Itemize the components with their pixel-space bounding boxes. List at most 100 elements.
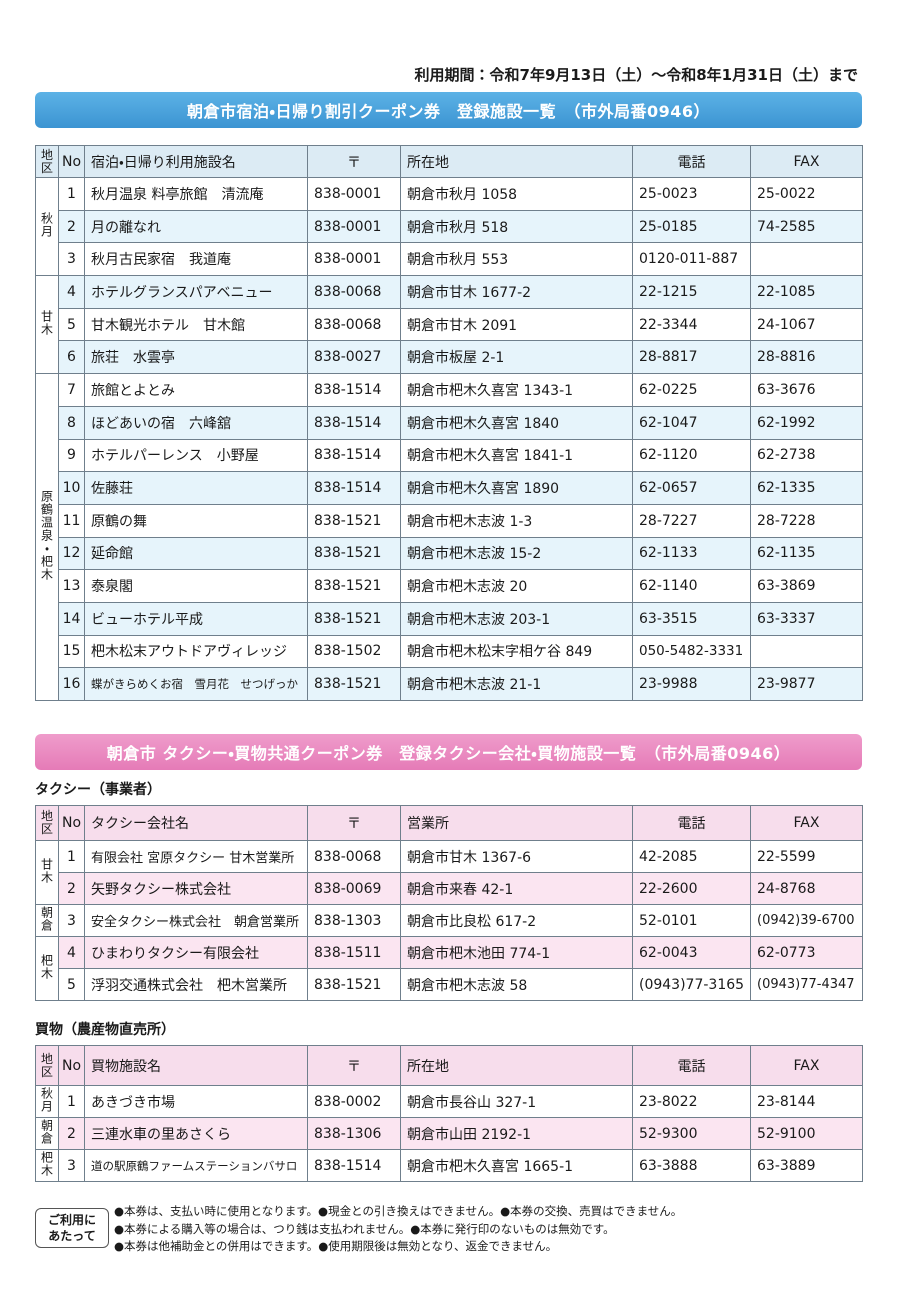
address-cell: 朝倉市来春 42-1 bbox=[400, 872, 633, 905]
header-row: 地区 No 宿泊・日帰り利用施設名〒所在地 電話 FAX bbox=[35, 145, 863, 178]
name-cell: 原鶴の舞 bbox=[84, 503, 308, 538]
tel-cell: 52-0101 bbox=[632, 904, 751, 937]
zip-cell: 838-0001 bbox=[307, 177, 401, 211]
fax-cell: 24-8768 bbox=[750, 872, 863, 905]
zip-cell: 838-1303 bbox=[307, 904, 401, 937]
address-cell: 朝倉市山田 2192-1 bbox=[400, 1117, 633, 1150]
address-cell: 朝倉市秋月 1058 bbox=[400, 177, 633, 211]
address-cell: 朝倉市杷木志波 203-1 bbox=[400, 601, 633, 636]
zip-cell: 838-1521 bbox=[307, 536, 401, 571]
fax-cell: 23-9877 bbox=[750, 667, 863, 701]
fax-cell: 25-0022 bbox=[750, 177, 863, 211]
no-cell: 11 bbox=[58, 503, 85, 538]
name-cell: 秋月古民家宿 我道庵 bbox=[84, 242, 308, 277]
name-cell: 甘木観光ホテル 甘木館 bbox=[84, 307, 308, 342]
fax-cell: 63-3676 bbox=[750, 373, 863, 407]
no-cell: 10 bbox=[58, 471, 85, 505]
district-label: 朝倉 bbox=[39, 906, 54, 932]
fax-cell: 62-0773 bbox=[750, 936, 863, 969]
district-label: 杷木 bbox=[39, 954, 54, 980]
header-cell: 買物施設名 bbox=[84, 1045, 308, 1086]
no-cell: 3 bbox=[58, 242, 85, 277]
header-cell: 所在地 bbox=[400, 1045, 633, 1086]
shopping-heading: 買物（農産物直売所） bbox=[35, 1022, 175, 1038]
address-cell: 朝倉市杷木久喜宮 1841-1 bbox=[400, 438, 633, 473]
no-cell: 2 bbox=[58, 872, 85, 905]
zip-cell: 838-1521 bbox=[307, 569, 401, 603]
no-cell: 6 bbox=[58, 340, 85, 375]
district-cell: 秋月 bbox=[35, 1085, 59, 1118]
data-row: 甘木 1 有限会社 宮原タクシー 甘木営業所 838-0068 朝倉市甘木 1367-6… bbox=[35, 840, 863, 905]
district-label: 原鶴温泉・杷木 bbox=[39, 490, 54, 582]
address-cell: 朝倉市杷木志波 1-3 bbox=[400, 503, 633, 538]
tel-cell: 28-7227 bbox=[632, 503, 751, 538]
data-row: 9 ホテルパーレンス 小野屋 838-1514 朝倉市杷木久喜宮 1841-1 62-1… bbox=[36, 438, 863, 473]
district-label: 秋月 bbox=[39, 1087, 54, 1113]
no-cell: 3 bbox=[58, 1149, 85, 1182]
fax-cell: 22-1085 bbox=[750, 275, 863, 309]
zip-cell: 838-0068 bbox=[307, 840, 401, 873]
name-cell: 矢野タクシー株式会社 bbox=[84, 872, 308, 905]
address-cell: 朝倉市杷木志波 20 bbox=[400, 569, 633, 603]
name-cell: 蝶がきらめくお宿 雪月花 せつげっか bbox=[84, 667, 308, 701]
data-row: 10 佐藤荘 838-1514 朝倉市杷木久喜宮 1890 62-0657 62-1335 bbox=[36, 471, 863, 505]
name-cell: あきづき市場 bbox=[84, 1085, 308, 1118]
district-label: 秋月 bbox=[39, 212, 54, 239]
district-cell: 秋月 bbox=[35, 176, 59, 277]
fax-cell: 62-1135 bbox=[750, 536, 863, 571]
no-cell: 16 bbox=[58, 667, 85, 701]
no-cell: 4 bbox=[58, 275, 85, 309]
address-cell: 朝倉市秋月 553 bbox=[400, 242, 633, 277]
fax-cell: 63-3869 bbox=[750, 569, 863, 603]
tel-cell: 62-0043 bbox=[632, 936, 751, 969]
district-cell: 甘木 bbox=[35, 840, 59, 905]
fax-cell: 62-1335 bbox=[750, 471, 863, 505]
lodging-table: 地区 No 宿泊・日帰り利用施設名〒所在地 電話 FAX 秋月 1 秋月温泉 料亭旅館 清流庵… bbox=[35, 145, 863, 701]
zip-cell: 838-1502 bbox=[307, 634, 401, 669]
header-cell: FAX bbox=[750, 805, 863, 841]
tel-cell: 25-0185 bbox=[632, 209, 751, 244]
district-cell: 朝倉 bbox=[35, 1117, 59, 1150]
tel-cell: 63-3515 bbox=[632, 601, 751, 636]
address-cell: 朝倉市板屋 2-1 bbox=[400, 340, 633, 375]
data-row: 杷木 3 道の駅原鶴ファームステーションバサロ 838-1514 朝倉市杷木久喜宮 16… bbox=[35, 1149, 863, 1182]
fax-cell: 28-7228 bbox=[750, 503, 863, 538]
fax-cell: (0943)77-4347 bbox=[750, 968, 863, 1001]
zip-cell: 838-0027 bbox=[307, 340, 401, 375]
header-cell: 営業所 bbox=[400, 805, 633, 841]
header-cell: 地区 bbox=[35, 1045, 59, 1086]
note-line: ●本券は、支払い時に使用となります。●現金との引き換えはできません。●本券の交換… bbox=[114, 1204, 683, 1218]
name-cell: 佐藤荘 bbox=[84, 471, 308, 505]
tel-cell: 23-9988 bbox=[632, 667, 751, 701]
data-row: 甘木 4 ホテルグランスパアベニュー 838-0068 朝倉市甘木 1677-2 22-1… bbox=[35, 275, 863, 375]
zip-cell: 838-0068 bbox=[307, 307, 401, 342]
tel-cell: 28-8817 bbox=[632, 340, 751, 375]
district-cell: 朝倉 bbox=[35, 904, 59, 937]
address-cell: 朝倉市比良松 617-2 bbox=[400, 904, 633, 937]
zip-cell: 838-1514 bbox=[307, 373, 401, 407]
name-cell: 杷木松末アウトドアヴィレッジ bbox=[84, 634, 308, 669]
data-row: 13 泰泉閣 838-1521 朝倉市杷木志波 20 62-1140 63-3869 bbox=[36, 569, 863, 603]
name-cell: 浮羽交通株式会社 杷木営業所 bbox=[84, 968, 308, 1001]
no-cell: 1 bbox=[58, 840, 85, 873]
district-label: 朝倉 bbox=[39, 1119, 54, 1145]
name-cell: 安全タクシー株式会社 朝倉営業所 bbox=[84, 904, 308, 937]
fax-cell: 22-5599 bbox=[750, 840, 863, 873]
name-cell: 三連水車の里あさくら bbox=[84, 1117, 308, 1150]
name-cell: ホテルグランスパアベニュー bbox=[84, 275, 308, 309]
name-cell: ひまわりタクシー有限会社 bbox=[84, 936, 308, 969]
address-cell: 朝倉市杷木志波 15-2 bbox=[400, 536, 633, 571]
lodging-banner: 朝倉市宿泊・日帰り割引クーポン券 登録施設一覧 （市外局番0946） bbox=[35, 92, 862, 128]
tel-cell: (0943)77-3165 bbox=[632, 968, 751, 1001]
zip-cell: 838-0001 bbox=[307, 242, 401, 277]
address-cell: 朝倉市杷木久喜宮 1665-1 bbox=[400, 1149, 633, 1182]
name-cell: 有限会社 宮原タクシー 甘木営業所 bbox=[84, 840, 308, 873]
notes-label-line: あたって bbox=[48, 1229, 96, 1243]
tel-cell: 62-1133 bbox=[632, 536, 751, 571]
fax-cell: 28-8816 bbox=[750, 340, 863, 375]
fax-cell: 63-3337 bbox=[750, 601, 863, 636]
data-row: 16 蝶がきらめくお宿 雪月花 せつげっか 838-1521 朝倉市杷木志波 21-1… bbox=[36, 667, 863, 701]
district-cell: 杷木 bbox=[35, 1149, 59, 1182]
header-cell: FAX bbox=[750, 145, 863, 178]
tel-cell: 62-1120 bbox=[632, 438, 751, 473]
